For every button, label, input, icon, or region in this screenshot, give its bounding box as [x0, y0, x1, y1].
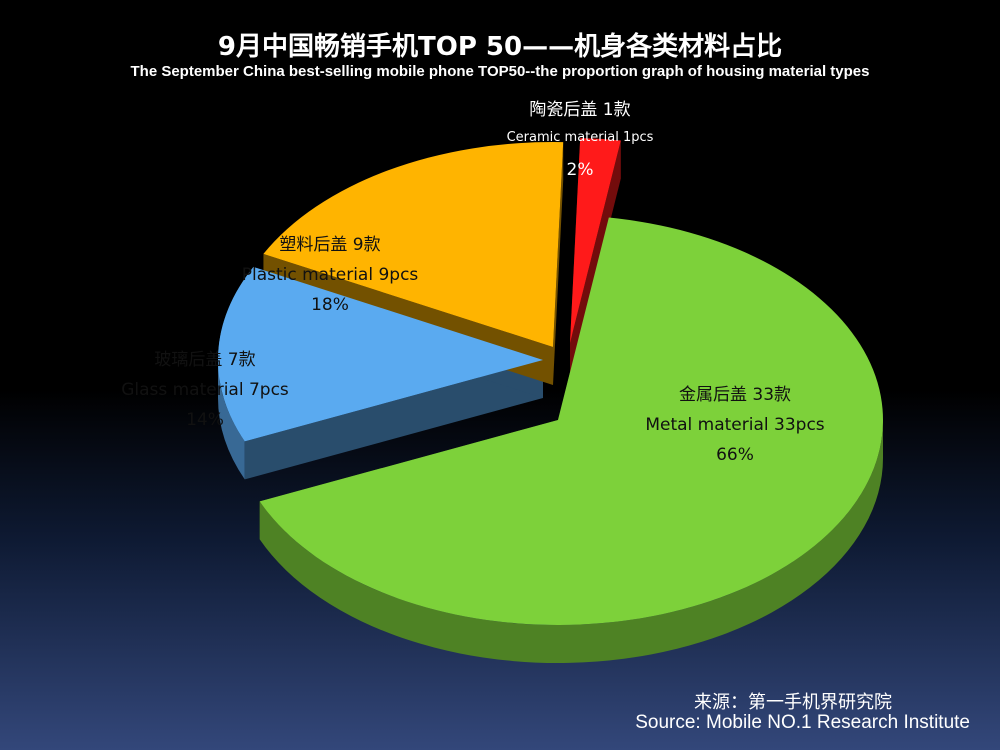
plastic-slice-wall-1: [553, 142, 564, 385]
glass-slice-wall-0: [244, 360, 544, 480]
ceramic-label-en: Ceramic material 1pcs: [507, 130, 654, 145]
source-en: Source: Mobile NO.1 Research Institute: [635, 712, 970, 733]
ceramic-slice-wall-1: [570, 140, 621, 381]
ceramic-percent-label: 2%: [567, 160, 594, 180]
metal-percent-label: 66%: [716, 445, 754, 465]
glass-label-en: Glass material 7pcs: [121, 380, 289, 400]
glass-slice: [218, 266, 544, 442]
chart-subtitle: The September China best-selling mobile …: [130, 63, 870, 80]
chart-title: 9月中国畅销手机TOP 50——机身各类材料占比: [217, 32, 783, 62]
metal-label-en: Metal material 33pcs: [645, 415, 824, 435]
metal-label-zh: 金属后盖 33款: [679, 385, 791, 405]
plastic-label-en: Plastic material 9pcs: [242, 265, 419, 285]
glass-slice-side: [218, 360, 245, 480]
plastic-slice: [263, 142, 564, 347]
plastic-percent-label: 18%: [311, 295, 349, 315]
source-zh: 来源：第一手机界研究院: [694, 692, 892, 712]
plastic-label-zh: 塑料后盖 9款: [279, 235, 380, 255]
metal-slice: [259, 217, 883, 625]
glass-percent-label: 14%: [186, 410, 224, 430]
ceramic-label-zh: 陶瓷后盖 1款: [529, 100, 630, 120]
ceramic-slice: [570, 138, 621, 343]
glass-label-zh: 玻璃后盖 7款: [154, 350, 255, 370]
metal-slice-side: [259, 420, 883, 664]
